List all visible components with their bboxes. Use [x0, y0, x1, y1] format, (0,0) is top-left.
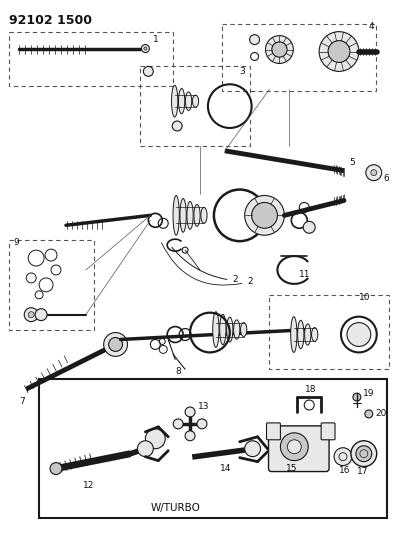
FancyBboxPatch shape [321, 423, 335, 440]
Circle shape [245, 441, 261, 457]
Text: 6: 6 [384, 174, 389, 183]
Text: 19: 19 [363, 389, 374, 398]
FancyBboxPatch shape [268, 426, 329, 472]
Bar [39, 379, 386, 518]
Text: 3: 3 [240, 67, 246, 76]
Circle shape [143, 67, 153, 76]
Text: 1: 1 [153, 35, 159, 44]
Ellipse shape [312, 328, 318, 342]
Circle shape [197, 419, 207, 429]
Text: 9: 9 [13, 238, 19, 247]
Circle shape [185, 407, 195, 417]
Circle shape [185, 431, 195, 441]
Circle shape [145, 429, 165, 449]
Ellipse shape [240, 322, 247, 336]
Text: 4: 4 [369, 22, 375, 31]
Text: 2: 2 [233, 276, 238, 285]
Ellipse shape [291, 317, 297, 352]
Text: 13: 13 [198, 401, 209, 410]
Bar [270, 295, 388, 369]
Circle shape [287, 440, 301, 454]
Text: 15: 15 [286, 464, 298, 473]
Circle shape [24, 308, 38, 321]
Ellipse shape [185, 92, 192, 110]
Circle shape [328, 41, 350, 62]
Text: 11: 11 [299, 270, 311, 279]
Ellipse shape [298, 320, 304, 349]
Text: 7: 7 [19, 397, 25, 406]
Ellipse shape [173, 196, 179, 235]
Circle shape [356, 446, 372, 462]
FancyBboxPatch shape [267, 423, 280, 440]
Text: 18: 18 [305, 385, 317, 394]
Circle shape [280, 433, 308, 461]
Circle shape [249, 35, 259, 45]
Circle shape [50, 463, 62, 474]
Ellipse shape [187, 201, 193, 229]
Circle shape [104, 333, 128, 357]
Circle shape [371, 169, 377, 176]
Text: 2: 2 [248, 277, 253, 286]
Circle shape [303, 221, 315, 233]
Ellipse shape [179, 88, 185, 114]
Ellipse shape [201, 207, 207, 223]
Circle shape [251, 203, 278, 228]
Circle shape [272, 42, 287, 57]
Circle shape [35, 309, 47, 321]
Circle shape [109, 337, 122, 351]
Bar [141, 67, 249, 146]
Bar [222, 23, 376, 91]
Circle shape [141, 45, 149, 53]
Text: 5: 5 [349, 158, 355, 167]
Circle shape [28, 312, 34, 318]
Bar [10, 31, 173, 86]
Circle shape [144, 47, 147, 50]
Text: 16: 16 [339, 466, 350, 475]
Text: 10: 10 [359, 293, 370, 302]
Circle shape [173, 419, 183, 429]
Circle shape [334, 448, 352, 466]
Circle shape [353, 393, 361, 401]
Text: 92102 1500: 92102 1500 [10, 14, 92, 27]
Circle shape [366, 165, 382, 181]
Ellipse shape [227, 317, 233, 342]
Ellipse shape [305, 324, 311, 345]
Circle shape [245, 196, 284, 235]
Text: 12: 12 [83, 481, 94, 490]
Bar [10, 240, 94, 329]
Ellipse shape [220, 314, 226, 345]
Text: 20: 20 [376, 409, 387, 418]
Ellipse shape [180, 198, 186, 232]
Circle shape [266, 36, 293, 63]
Text: 8: 8 [175, 367, 181, 376]
Text: 17: 17 [357, 467, 368, 476]
Circle shape [347, 322, 371, 346]
Circle shape [351, 441, 377, 466]
Ellipse shape [234, 320, 240, 339]
Text: W/TURBO: W/TURBO [150, 503, 200, 513]
Ellipse shape [194, 205, 200, 227]
Circle shape [137, 441, 153, 457]
Text: 14: 14 [220, 464, 231, 473]
Circle shape [365, 410, 373, 418]
Ellipse shape [213, 312, 219, 348]
Ellipse shape [171, 85, 178, 117]
Circle shape [319, 31, 359, 71]
Ellipse shape [192, 95, 199, 107]
Circle shape [172, 121, 182, 131]
